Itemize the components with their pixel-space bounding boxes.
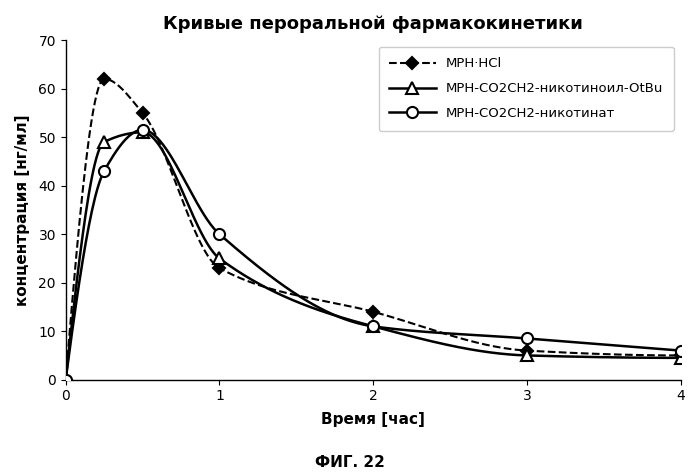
Y-axis label: концентрация [нг/мл]: концентрация [нг/мл] bbox=[15, 114, 30, 305]
Line: MPH-CO2CH2-никотиноил-OtBu: MPH-CO2CH2-никотиноил-OtBu bbox=[60, 127, 686, 385]
MPH-CO2CH2-никотиноил-OtBu bbox=[100, 139, 108, 145]
MPH-CO2CH2-никотиноил-OtBu bbox=[139, 129, 147, 135]
MPH-CO2CH2-никотиноил-OtBu bbox=[523, 352, 531, 358]
Line: MPH·HCl: MPH·HCl bbox=[62, 75, 685, 384]
MPH·HCl bbox=[523, 348, 531, 353]
MPH-CO2CH2-никотиноил-OtBu bbox=[215, 256, 223, 261]
MPH-CO2CH2-никотинат bbox=[676, 348, 685, 353]
Title: Кривые пероральной фармакокинетики: Кривые пероральной фармакокинетики bbox=[163, 15, 583, 33]
MPH-CO2CH2-никотинат bbox=[523, 336, 531, 342]
MPH·HCl bbox=[676, 352, 685, 358]
Line: MPH-CO2CH2-никотинат: MPH-CO2CH2-никотинат bbox=[60, 124, 686, 385]
MPH·HCl bbox=[100, 76, 108, 82]
Legend: MPH·HCl, MPH-CO2CH2-никотиноил-OtBu, MPH-CO2CH2-никотинат: MPH·HCl, MPH-CO2CH2-никотиноил-OtBu, MPH… bbox=[379, 47, 674, 131]
MPH-CO2CH2-никотиноил-OtBu bbox=[369, 323, 377, 329]
MPH-CO2CH2-никотинат bbox=[369, 323, 377, 329]
MPH-CO2CH2-никотинат bbox=[215, 231, 223, 237]
MPH-CO2CH2-никотиноил-OtBu bbox=[62, 377, 70, 382]
MPH-CO2CH2-никотинат bbox=[62, 377, 70, 382]
MPH-CO2CH2-никотинат bbox=[139, 127, 147, 133]
MPH·HCl bbox=[139, 110, 147, 116]
MPH·HCl bbox=[62, 377, 70, 382]
Text: ФИГ. 22: ФИГ. 22 bbox=[315, 455, 385, 470]
MPH-CO2CH2-никотинат bbox=[100, 168, 108, 174]
MPH-CO2CH2-никотиноил-OtBu bbox=[676, 355, 685, 361]
MPH·HCl bbox=[369, 309, 377, 314]
MPH·HCl bbox=[215, 265, 223, 271]
X-axis label: Время [час]: Время [час] bbox=[321, 412, 425, 427]
